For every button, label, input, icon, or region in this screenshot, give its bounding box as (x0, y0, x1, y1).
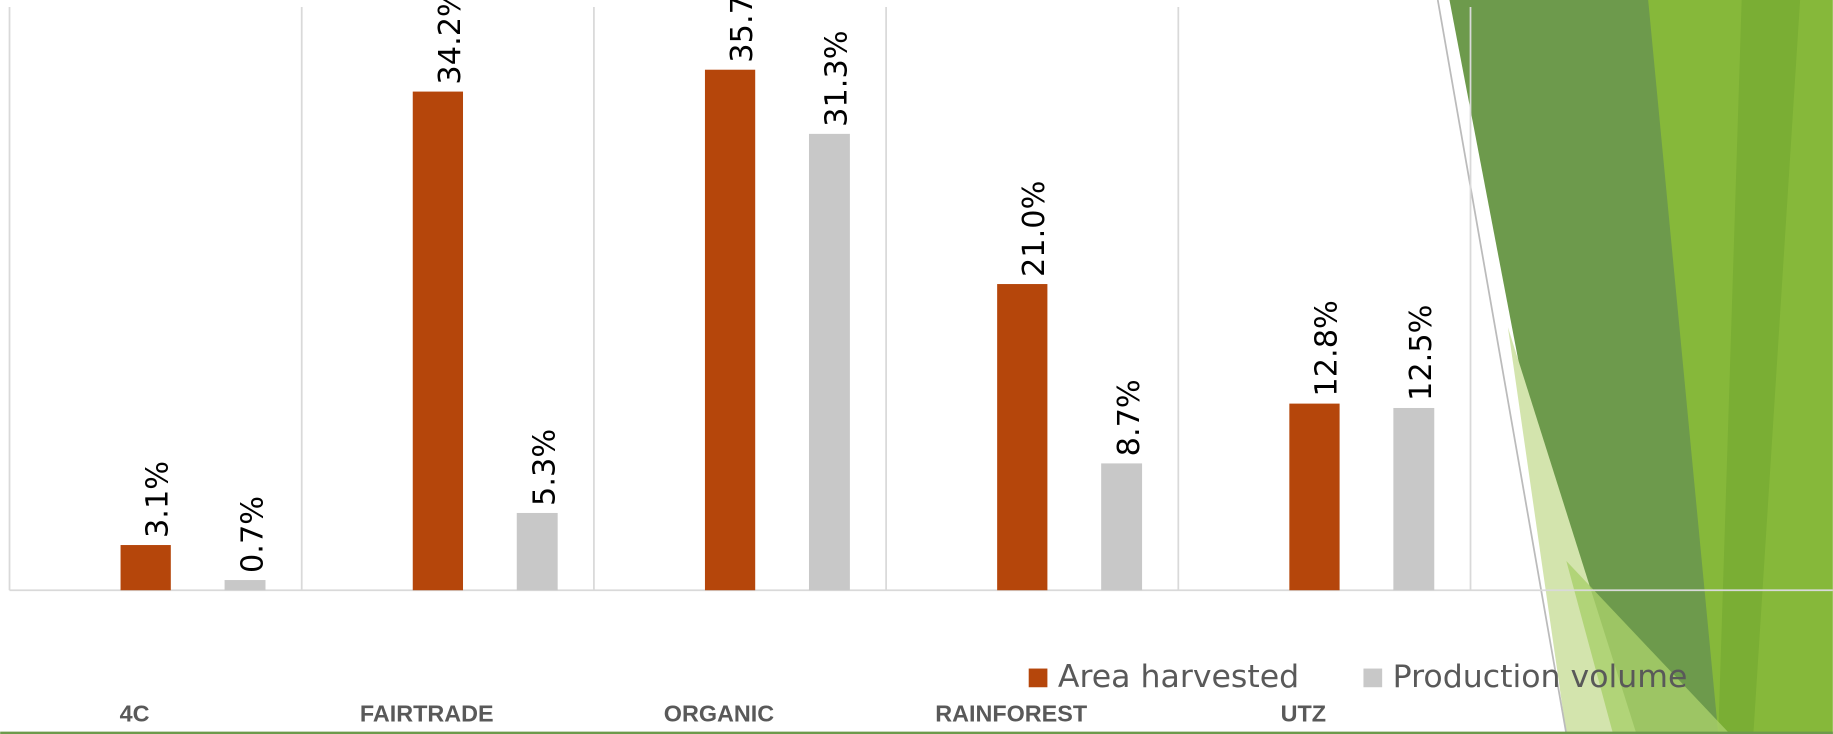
x-tick-label: RAINFOREST (935, 700, 1088, 726)
data-label: 3.1% (141, 461, 176, 538)
x-tick-label: 4C (120, 700, 150, 726)
bar (412, 91, 464, 591)
data-label: 31.3% (820, 30, 855, 127)
data-label: 21.0% (1017, 181, 1052, 277)
data-label: 35.7% (725, 0, 760, 63)
bar (1289, 403, 1340, 591)
data-label: 12.8% (1309, 300, 1344, 397)
x-tick-label: ORGANIC (664, 700, 774, 726)
bar (704, 69, 756, 591)
bar (120, 545, 171, 591)
bar (516, 512, 558, 591)
x-tick-label: UTZ (1281, 700, 1326, 726)
bar (808, 133, 850, 591)
lime-shape (1718, 0, 1801, 734)
legend-label: Production volume (1393, 659, 1688, 695)
plot-area: 4C 3.1% 0.7% FAIRTRADE 34.2% 5.3% ORGANIC 35.7%… (8, 0, 1833, 726)
bar (1101, 463, 1143, 591)
data-label: 8.7% (1112, 379, 1147, 456)
x-tick-label: FAIRTRADE (360, 700, 494, 726)
data-label: 5.3% (527, 429, 562, 506)
legend-marker (1363, 668, 1383, 688)
pale-shape (1566, 561, 1730, 734)
deco-line (1436, 0, 1568, 734)
bar (1393, 407, 1435, 591)
legend-marker (1028, 668, 1048, 688)
bar (224, 580, 266, 591)
data-label: 12.5% (1404, 304, 1439, 401)
bar (997, 284, 1048, 591)
data-label: 0.7% (235, 496, 270, 573)
legend-label: Area harvested (1058, 659, 1299, 695)
data-label: 34.2% (433, 0, 468, 85)
